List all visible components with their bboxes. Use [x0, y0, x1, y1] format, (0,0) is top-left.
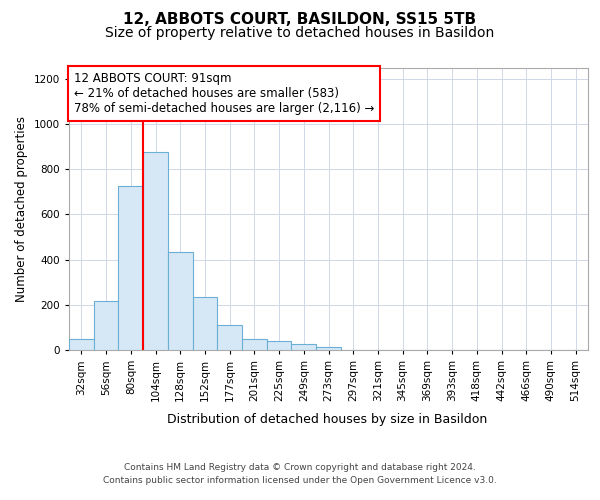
Bar	[316, 346, 341, 350]
Text: 12 ABBOTS COURT: 91sqm
← 21% of detached houses are smaller (583)
78% of semi-de: 12 ABBOTS COURT: 91sqm ← 21% of detached…	[74, 72, 374, 114]
Text: Contains HM Land Registry data © Crown copyright and database right 2024.: Contains HM Land Registry data © Crown c…	[124, 462, 476, 471]
Text: Size of property relative to detached houses in Basildon: Size of property relative to detached ho…	[106, 26, 494, 40]
Text: Distribution of detached houses by size in Basildon: Distribution of detached houses by size …	[167, 412, 487, 426]
Text: 12, ABBOTS COURT, BASILDON, SS15 5TB: 12, ABBOTS COURT, BASILDON, SS15 5TB	[124, 12, 476, 28]
Y-axis label: Number of detached properties: Number of detached properties	[15, 116, 28, 302]
Bar	[69, 338, 94, 350]
Bar	[143, 152, 168, 350]
Bar	[242, 338, 267, 350]
Bar	[168, 252, 193, 350]
Bar	[118, 186, 143, 350]
Text: Contains public sector information licensed under the Open Government Licence v3: Contains public sector information licen…	[103, 476, 497, 485]
Bar	[193, 297, 217, 350]
Bar	[267, 341, 292, 350]
Bar	[217, 325, 242, 350]
Bar	[292, 344, 316, 350]
Bar	[94, 302, 118, 350]
